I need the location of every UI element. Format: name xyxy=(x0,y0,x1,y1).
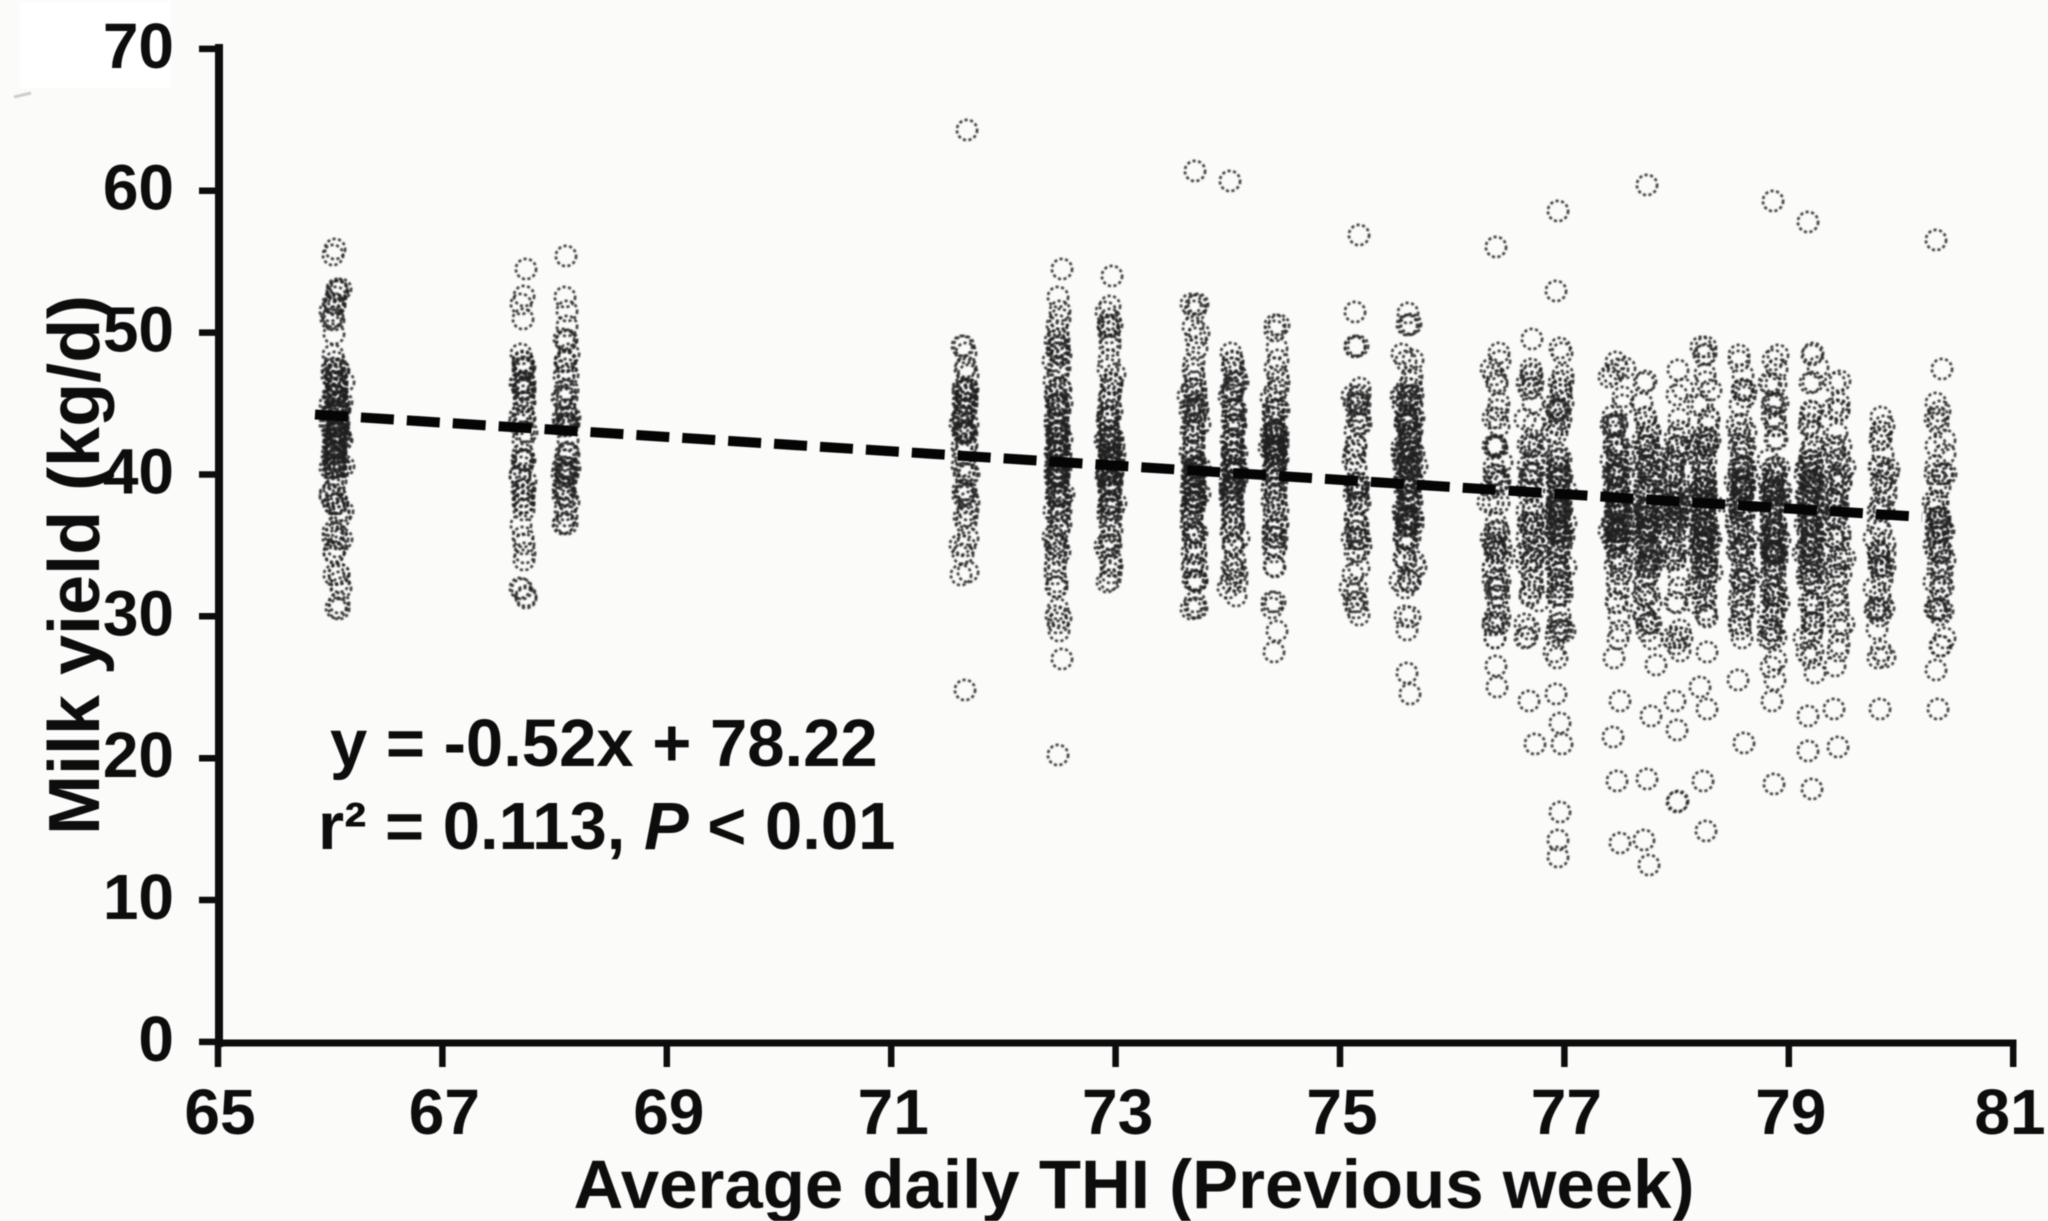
svg-text:50: 50 xyxy=(103,294,174,366)
svg-text:40: 40 xyxy=(103,436,174,508)
svg-text:67: 67 xyxy=(409,1076,480,1148)
svg-text:60: 60 xyxy=(103,152,174,224)
svg-text:79: 79 xyxy=(1755,1076,1826,1148)
svg-text:70: 70 xyxy=(103,10,174,82)
svg-text:y = -0.52x + 78.22: y = -0.52x + 78.22 xyxy=(330,706,878,781)
svg-text:30: 30 xyxy=(103,577,174,649)
svg-text:0: 0 xyxy=(138,1003,174,1075)
svg-text:20: 20 xyxy=(103,719,174,791)
svg-text:10: 10 xyxy=(103,861,174,933)
svg-text:Milk yield (kg/d): Milk yield (kg/d) xyxy=(35,295,115,835)
svg-text:75: 75 xyxy=(1306,1076,1377,1148)
svg-text:81: 81 xyxy=(1974,1076,2045,1148)
svg-text:69: 69 xyxy=(633,1076,704,1148)
svg-text:73: 73 xyxy=(1082,1076,1153,1148)
svg-text:77: 77 xyxy=(1531,1076,1602,1148)
svg-text:71: 71 xyxy=(858,1076,929,1148)
svg-text:65: 65 xyxy=(184,1076,255,1148)
svg-text:Average daily THI (Previous we: Average daily THI (Previous week) xyxy=(573,1146,1694,1221)
svg-text:r² = 0.113, P < 0.01: r² = 0.113, P < 0.01 xyxy=(318,789,895,864)
